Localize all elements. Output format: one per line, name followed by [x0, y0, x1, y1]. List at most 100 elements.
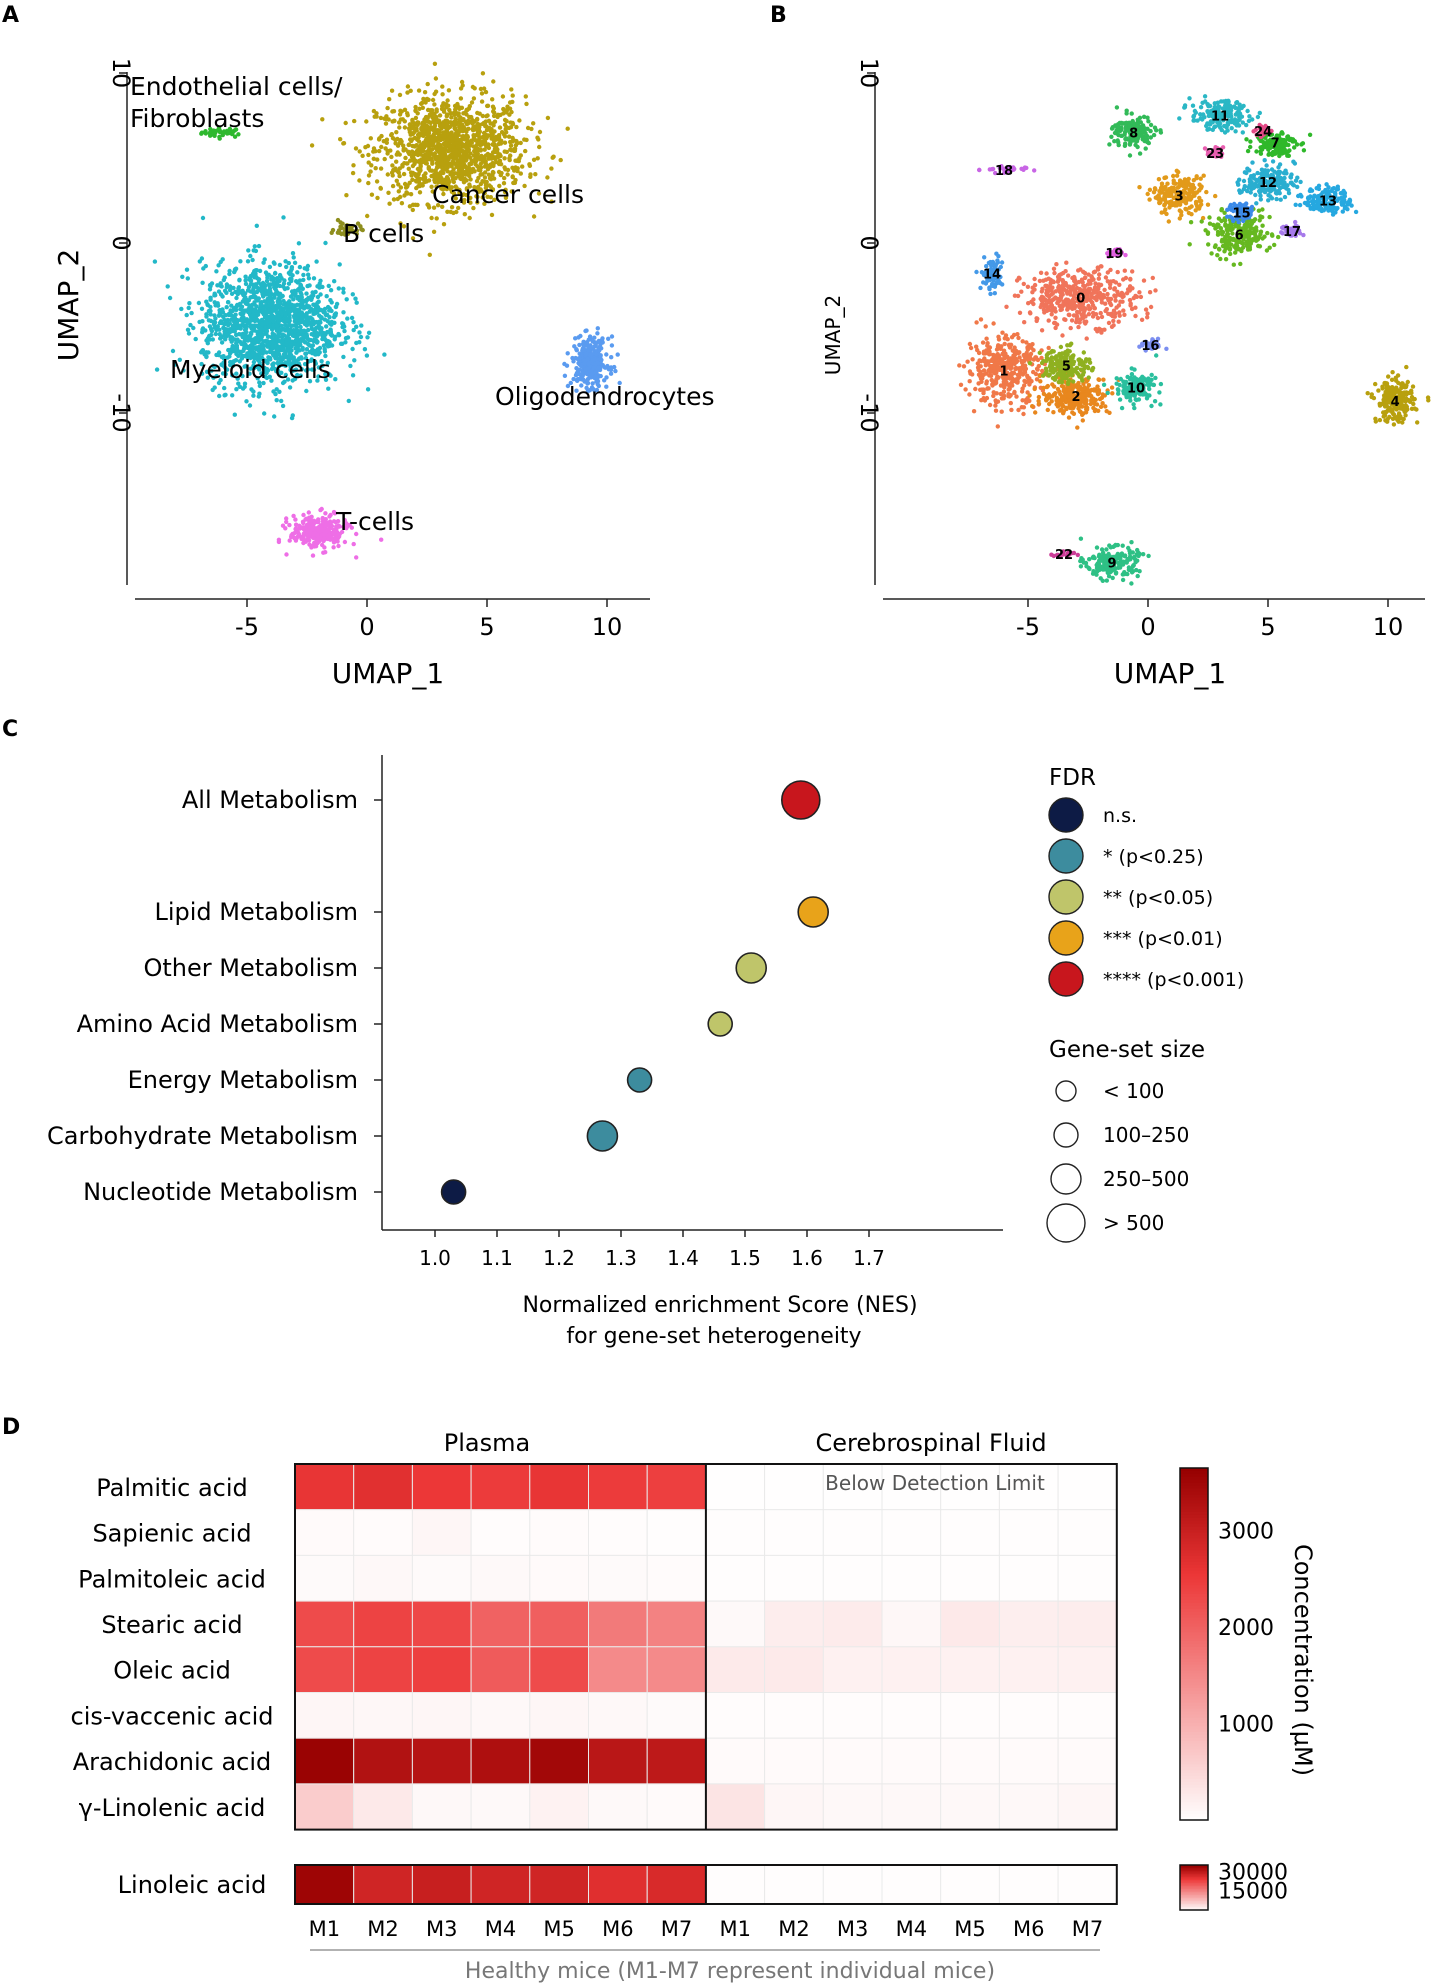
cell-point	[1177, 208, 1183, 213]
cell-point	[353, 146, 359, 151]
cell-point	[232, 337, 237, 342]
cell-point	[1394, 378, 1399, 383]
cell-point	[397, 112, 403, 117]
cell-point	[276, 314, 282, 320]
cell-point	[509, 148, 514, 153]
cell-point	[464, 168, 469, 174]
cell-point	[316, 299, 321, 304]
cell-point	[350, 373, 356, 378]
cell-point	[322, 349, 328, 354]
cell-point	[1190, 182, 1196, 188]
cell-point	[236, 288, 241, 293]
cell-point	[232, 412, 237, 417]
cell-point	[502, 122, 508, 128]
cell-point	[989, 377, 994, 383]
cell-point	[970, 357, 975, 362]
cell-point	[1028, 311, 1033, 316]
cell-point	[994, 400, 999, 405]
cell-point	[596, 365, 601, 370]
cell-point	[416, 88, 422, 93]
cell-point	[545, 115, 551, 121]
cell-point	[351, 163, 356, 168]
cell-point	[1071, 313, 1077, 318]
cell-point	[1094, 402, 1100, 407]
cell-point	[446, 88, 452, 93]
cell-point	[1013, 366, 1018, 372]
cell-point	[243, 281, 249, 287]
cell-point	[976, 350, 982, 356]
cell-point	[989, 369, 994, 374]
cell-point	[1064, 283, 1069, 288]
cell-point	[433, 145, 438, 150]
cell-point	[1008, 356, 1013, 361]
cell-point	[427, 252, 432, 257]
cell-point	[229, 303, 234, 308]
cell-point	[485, 194, 490, 199]
cell-point	[254, 345, 259, 350]
cell-point	[249, 331, 254, 337]
cell-point	[321, 310, 327, 315]
cell-point	[1382, 395, 1387, 400]
cell-point	[377, 148, 382, 154]
cell-point	[406, 166, 411, 171]
cell-point	[217, 134, 222, 140]
cell-point	[410, 236, 416, 241]
cell-point	[482, 141, 487, 147]
cell-point	[351, 320, 356, 325]
cell-point	[1176, 169, 1181, 175]
cell-point	[406, 149, 411, 155]
cell-point	[235, 325, 240, 331]
cluster-label-line2: Fibroblasts	[130, 104, 264, 133]
cell-point	[1383, 418, 1388, 423]
cell-point	[1059, 397, 1065, 402]
cell-point	[389, 132, 394, 137]
cell-point	[419, 145, 425, 150]
cell-point	[1168, 202, 1173, 208]
cell-point	[508, 139, 513, 145]
cell-point	[224, 282, 230, 287]
cell-point	[254, 336, 259, 342]
cell-point	[1025, 373, 1030, 378]
cell-point	[1080, 387, 1085, 393]
cell-point	[323, 337, 328, 343]
cluster-label: Endothelial cells/	[130, 72, 343, 101]
cell-point	[475, 184, 481, 190]
cell-point	[1111, 318, 1116, 324]
cell-point	[1060, 333, 1065, 338]
cell-point	[1068, 325, 1073, 331]
cell-point	[251, 294, 256, 299]
cell-point	[324, 523, 329, 528]
cell-point	[1395, 373, 1401, 378]
cell-point	[475, 121, 480, 127]
cell-point	[309, 518, 314, 523]
cell-point	[413, 115, 419, 121]
cell-point	[460, 83, 465, 88]
cell-point	[565, 126, 570, 131]
cell-point	[1365, 391, 1370, 396]
cell-point	[1109, 385, 1115, 390]
cell-point	[236, 132, 241, 137]
cell-point	[562, 361, 567, 367]
cell-point	[1079, 277, 1085, 282]
cell-point	[478, 161, 483, 167]
cell-point	[991, 321, 996, 326]
cell-point	[394, 159, 399, 164]
cell-point	[216, 125, 222, 130]
cell-point	[464, 187, 470, 192]
cell-point	[306, 538, 312, 543]
cell-point	[420, 176, 426, 181]
cell-point	[416, 135, 421, 140]
cell-point	[1051, 279, 1056, 285]
cell-point	[417, 190, 423, 195]
cell-point	[1043, 277, 1049, 282]
cell-point	[424, 179, 429, 184]
cell-point	[371, 108, 377, 114]
cell-point	[382, 352, 387, 357]
cell-point	[466, 106, 472, 111]
cell-point	[488, 162, 493, 168]
cell-point	[1070, 297, 1076, 303]
cell-point	[422, 119, 427, 125]
cell-point	[1015, 376, 1021, 381]
cell-point	[590, 358, 595, 363]
